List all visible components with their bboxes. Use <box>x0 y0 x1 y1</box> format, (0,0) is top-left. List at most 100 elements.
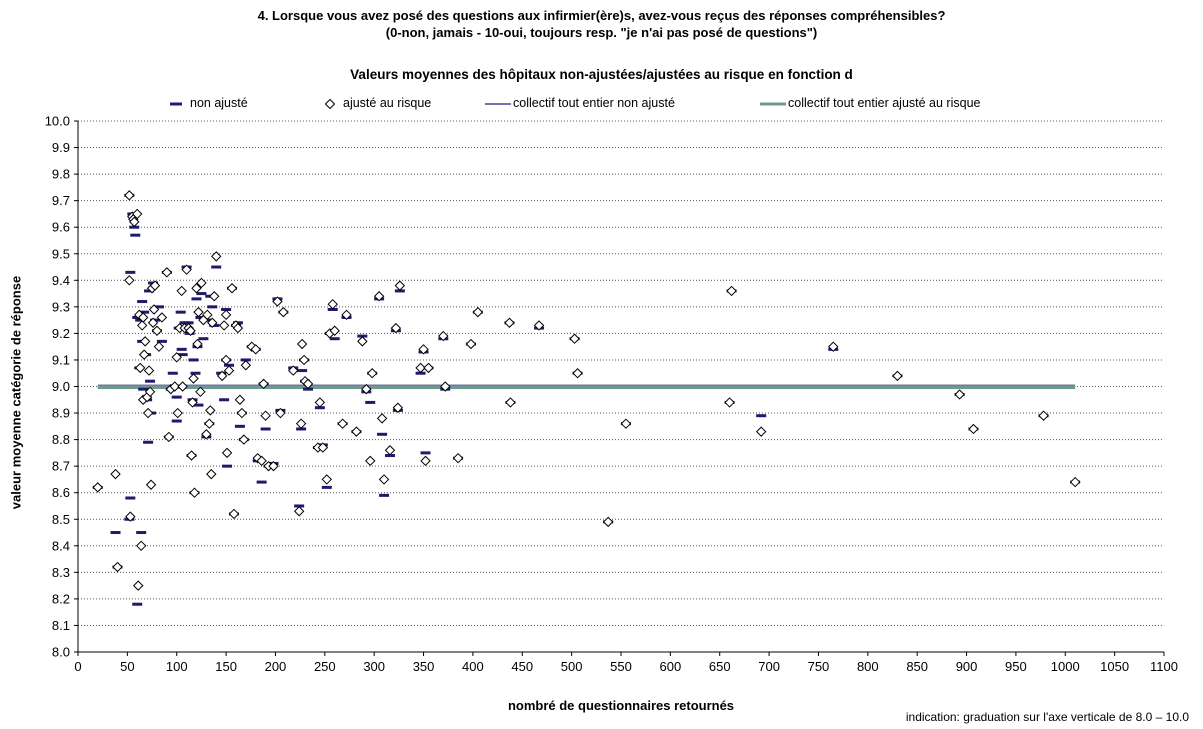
adjusted-point <box>177 381 188 392</box>
non-adjusted-point <box>177 353 188 357</box>
y-tick-label: 8.1 <box>52 618 70 633</box>
adjusted-point <box>258 378 269 390</box>
adjusted-point <box>504 317 515 328</box>
adjusted-point <box>125 511 136 522</box>
adjusted-point <box>145 479 157 490</box>
y-tick-label: 8.9 <box>52 406 70 421</box>
adjusted-point <box>1069 476 1081 488</box>
x-tick-label: 500 <box>561 659 583 674</box>
adjusted-point <box>602 516 614 528</box>
y-tick-label: 9.8 <box>52 167 70 182</box>
dash-marker-icon <box>170 102 182 106</box>
non-adjusted-point <box>125 270 136 274</box>
adjusted-point <box>452 452 464 464</box>
adjusted-point <box>327 298 338 310</box>
non-adjusted-point <box>415 371 426 375</box>
non-adjusted-point <box>193 403 204 407</box>
adjusted-point <box>755 426 767 437</box>
adjusted-point <box>415 362 426 374</box>
legend-item-overall-non-adjusted: collectif tout entier non ajusté <box>485 96 675 110</box>
adjusted-point <box>620 418 632 429</box>
adjusted-point <box>465 338 477 350</box>
adjusted-point <box>329 325 340 336</box>
x-tick-label: 900 <box>956 659 978 674</box>
adjusted-point <box>187 397 198 408</box>
adjusted-point <box>438 330 449 342</box>
adjusted-point <box>302 378 314 390</box>
adjusted-point <box>569 333 580 344</box>
adjusted-point <box>256 455 267 467</box>
non-adjusted-point <box>420 451 431 455</box>
adjusted-point <box>192 338 203 350</box>
x-tick-label: 250 <box>314 659 336 674</box>
adjusted-point <box>236 407 248 419</box>
adjusted-point <box>207 317 218 328</box>
non-adjusted-point <box>221 308 232 312</box>
non-adjusted-point <box>137 300 148 304</box>
y-tick-label: 9.7 <box>52 193 70 208</box>
y-tick-label: 9.9 <box>52 140 70 155</box>
non-adjusted-point <box>756 414 767 418</box>
adjusted-point <box>149 280 161 291</box>
legend-item-overall-adjusted: collectif tout entier ajusté au risque <box>760 96 980 110</box>
adjusted-point <box>148 304 160 315</box>
adjusted-point <box>472 306 484 318</box>
x-tick-label: 400 <box>462 659 484 674</box>
y-tick-label: 8.0 <box>52 645 70 660</box>
y-tick-label: 8.3 <box>52 565 70 580</box>
adjusted-point <box>147 317 159 328</box>
adjusted-point <box>195 386 206 398</box>
adjusted-point <box>726 285 737 297</box>
adjusted-point <box>351 426 362 437</box>
adjusted-point <box>394 280 406 291</box>
adjusted-point <box>724 397 735 408</box>
adjusted-point <box>418 344 429 355</box>
adjusted-point <box>272 296 283 307</box>
non-adjusted-point <box>384 454 395 458</box>
non-adjusted-point <box>224 363 235 367</box>
adjusted-point <box>296 338 308 350</box>
adjusted-point <box>220 309 232 321</box>
non-adjusted-point <box>294 504 305 508</box>
x-tick-label: 550 <box>610 659 632 674</box>
adjusted-point <box>390 322 402 334</box>
legend-item-non-adjusted: non ajusté <box>170 96 248 110</box>
non-adjusted-point <box>138 387 149 391</box>
adjusted-point <box>288 365 299 376</box>
non-adjusted-point <box>135 318 146 322</box>
y-axis-label: valeur moyenne catégorie de réponse <box>8 275 24 510</box>
non-adjusted-point <box>198 337 209 341</box>
chart-subtitle: Valeurs moyennes des hôpitaux non-ajusté… <box>350 67 853 82</box>
adjusted-point <box>129 216 140 228</box>
non-adjusted-point <box>139 310 150 314</box>
y-tick-label: 8.6 <box>52 485 70 500</box>
non-adjusted-point <box>144 289 155 293</box>
adjusted-point <box>278 306 289 318</box>
adjusted-point <box>138 349 150 360</box>
y-tick-label: 8.8 <box>52 432 70 447</box>
adjusted-point <box>161 267 173 278</box>
chart-title-line1: 4. Lorsque vous avez posé des questions … <box>257 8 946 23</box>
adjusted-point <box>201 429 212 440</box>
adjusted-point <box>132 208 143 220</box>
adjusted-point <box>151 325 163 336</box>
adjusted-point <box>205 405 216 416</box>
x-tick-label: 150 <box>215 659 237 674</box>
adjusted-point <box>218 320 230 331</box>
adjusted-point <box>206 468 217 480</box>
adjusted-point <box>392 402 404 413</box>
adjusted-point <box>295 418 307 429</box>
non-adjusted-point <box>188 358 199 362</box>
legend-label-overall-adjusted: collectif tout entier ajusté au risque <box>788 96 981 110</box>
non-adjusted-point <box>176 347 187 351</box>
line-marker-icon <box>760 102 786 106</box>
adjusted-point <box>110 468 121 480</box>
adjusted-point <box>211 251 222 262</box>
y-tick-label: 8.2 <box>52 591 70 606</box>
adjusted-point <box>133 580 144 591</box>
adjusted-point <box>954 389 965 400</box>
non-adjusted-point <box>296 427 307 431</box>
adjusted-point <box>171 352 182 363</box>
adjusted-point <box>367 368 378 379</box>
adjusted-point <box>226 283 238 294</box>
